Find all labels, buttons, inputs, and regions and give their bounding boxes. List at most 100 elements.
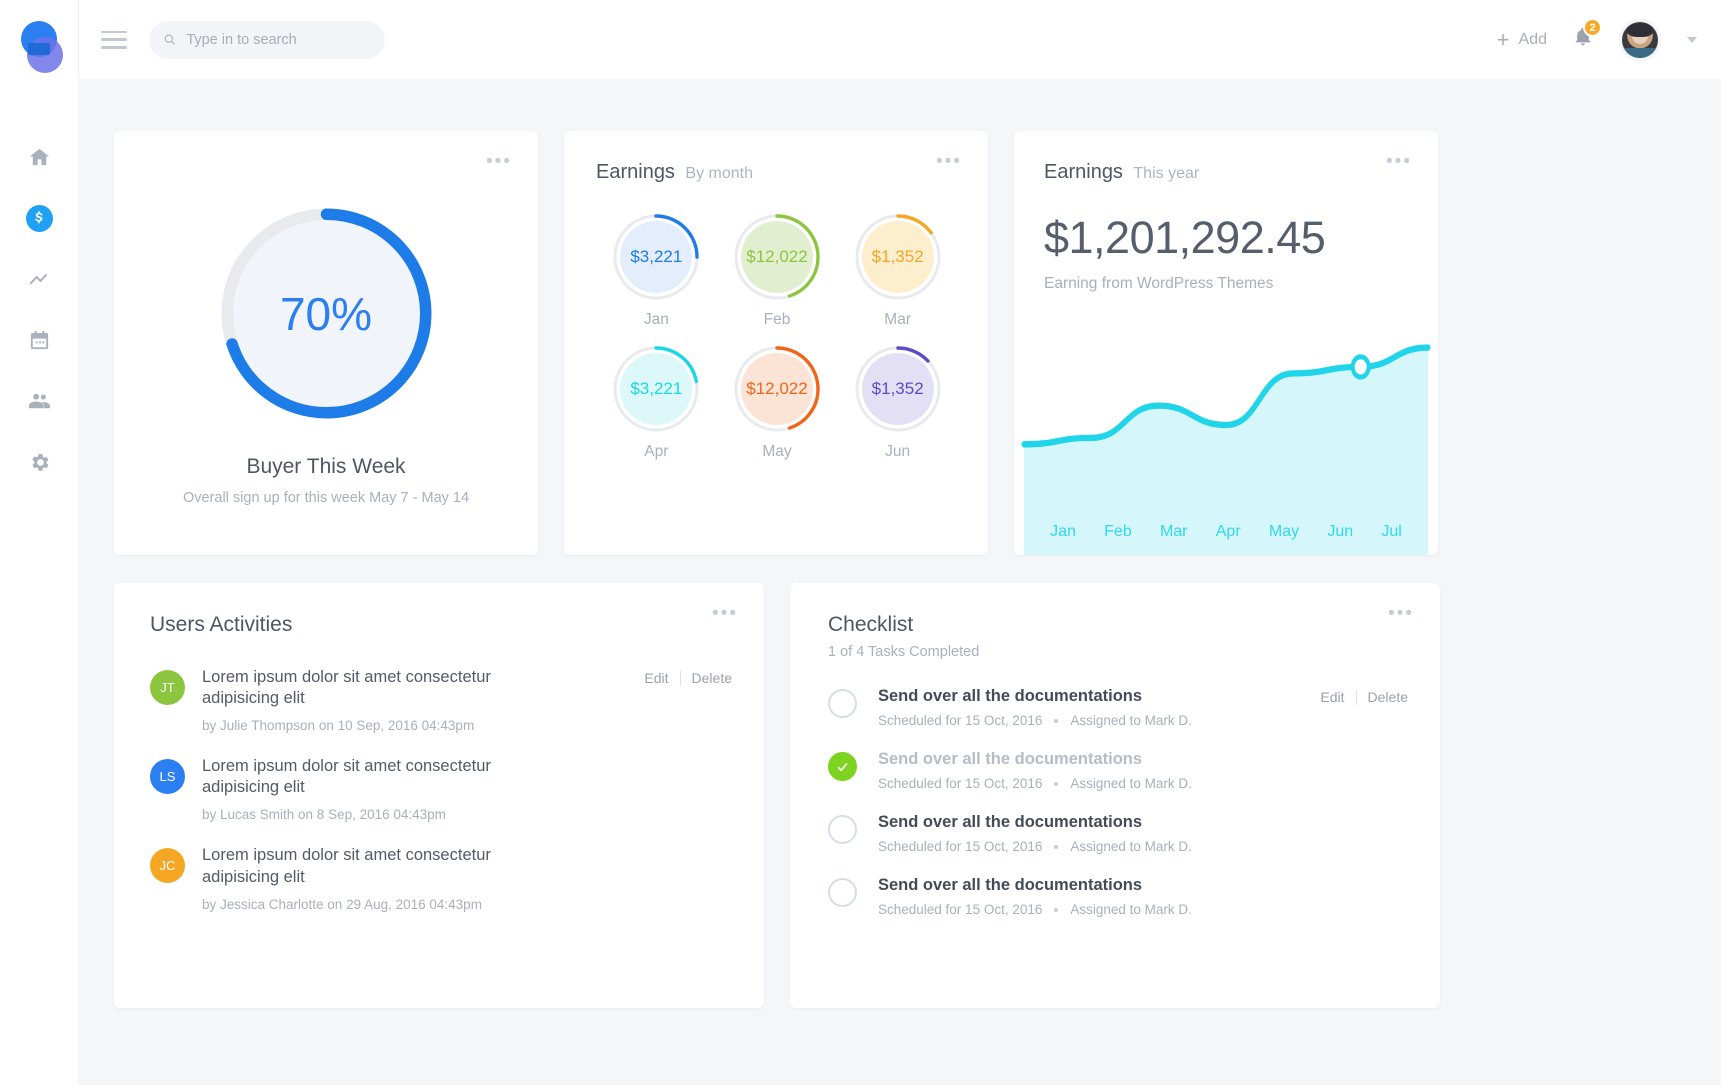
sidebar-item-earnings[interactable] bbox=[17, 196, 61, 240]
avatar[interactable] bbox=[1619, 18, 1661, 61]
earnings-year-amount: $1,201,292.45 bbox=[1044, 212, 1326, 263]
avatar: JT bbox=[150, 670, 185, 705]
x-axis-label: May bbox=[1268, 523, 1300, 540]
avatar: LS bbox=[150, 759, 185, 795]
task-meta: Scheduled for 15 Oct, 2016 Assigned to Ma… bbox=[878, 839, 1408, 854]
more-options-icon[interactable]: ••• bbox=[712, 603, 738, 624]
ring-chart: $3,221 bbox=[610, 343, 702, 435]
checkbox-unchecked[interactable] bbox=[828, 689, 857, 718]
more-options-icon[interactable]: ••• bbox=[1388, 603, 1414, 624]
month-value: $3,221 bbox=[630, 379, 683, 398]
more-options-icon[interactable]: ••• bbox=[1386, 151, 1412, 172]
topbar-actions: + Add 2 bbox=[1497, 18, 1697, 61]
month-ring-jun[interactable]: $1,352 Jun bbox=[852, 343, 944, 461]
task-title: Send over all the documentations bbox=[878, 876, 1143, 894]
edit-link[interactable]: Edit bbox=[644, 670, 669, 686]
sidebar-item-home[interactable] bbox=[17, 135, 61, 179]
checklist-body: Send over all the documentations Schedule… bbox=[878, 876, 1408, 917]
month-value: $1,352 bbox=[871, 247, 924, 266]
x-axis-label: Jun bbox=[1327, 523, 1354, 540]
checklist-title: Checklist bbox=[828, 613, 914, 636]
month-ring-mar[interactable]: $1,352 Mar bbox=[852, 211, 944, 329]
month-ring-feb[interactable]: $12,022 Feb bbox=[731, 211, 823, 329]
task-title: Send over all the documentations bbox=[878, 750, 1143, 768]
checklist-items: Send over all the documentations Schedule… bbox=[828, 687, 1408, 917]
activity-meta: by Jessica Charlotte on 29 Aug, 2016 04:… bbox=[202, 896, 482, 912]
add-button-label: Add bbox=[1518, 30, 1547, 48]
checklist-item: Send over all the documentations Schedule… bbox=[828, 813, 1408, 854]
search-box[interactable] bbox=[149, 20, 385, 59]
people-icon bbox=[28, 393, 50, 408]
checklist-body: Send over all the documentations Schedule… bbox=[878, 813, 1408, 854]
app-logo[interactable] bbox=[17, 21, 63, 73]
activity-body: Lorem ipsum dolor sit amet consectetur a… bbox=[202, 845, 732, 911]
ring-chart: $1,352 bbox=[852, 211, 944, 303]
earnings-year-subtitle: This year bbox=[1133, 165, 1200, 182]
checklist-item: Send over all the documentations Schedule… bbox=[828, 750, 1408, 791]
area-chart-x-axis: Jan Feb Mar Apr May Jun Jul bbox=[1014, 523, 1438, 541]
home-icon bbox=[29, 148, 49, 165]
x-axis-label: Apr bbox=[1215, 523, 1241, 540]
month-value: $3,221 bbox=[630, 247, 683, 266]
checklist-actions: Edit Delete bbox=[1320, 689, 1408, 705]
more-options-icon[interactable]: ••• bbox=[936, 151, 962, 172]
activity-body: Lorem ipsum dolor sit amet consectetur a… bbox=[202, 756, 732, 822]
checkbox-unchecked[interactable] bbox=[828, 815, 857, 844]
month-ring-apr[interactable]: $3,221 Apr bbox=[610, 343, 702, 461]
main-area: + Add 2 ••• bbox=[79, 0, 1721, 1085]
activity-item: JC Lorem ipsum dolor sit amet consectetur… bbox=[150, 845, 732, 912]
buyer-card-title: Buyer This Week bbox=[246, 455, 406, 478]
divider bbox=[1355, 689, 1357, 705]
separator-dot bbox=[1054, 907, 1059, 912]
task-assignee: Assigned to Mark D. bbox=[1070, 839, 1192, 854]
data-point-marker[interactable] bbox=[1350, 354, 1371, 380]
month-value: $12,022 bbox=[746, 247, 808, 266]
sidebar-item-settings[interactable] bbox=[17, 440, 61, 484]
activity-item: JT Lorem ipsum dolor sit amet consectetur… bbox=[150, 667, 732, 733]
task-assignee: Assigned to Mark D. bbox=[1070, 776, 1192, 791]
task-title: Send over all the documentations bbox=[878, 813, 1143, 831]
calendar-icon bbox=[30, 330, 48, 349]
chevron-down-icon[interactable] bbox=[1687, 36, 1697, 43]
sidebar-item-analytics[interactable] bbox=[17, 257, 61, 301]
task-meta: Scheduled for 15 Oct, 2016 Assigned to Ma… bbox=[878, 776, 1408, 791]
earnings-this-year-card: ••• Earnings This year $1,201,292.45 Ear… bbox=[1014, 131, 1438, 555]
activity-meta: by Lucas Smith on 8 Sep, 2016 04:43pm bbox=[202, 807, 446, 823]
notification-badge: 2 bbox=[1583, 18, 1602, 37]
dollar-icon bbox=[25, 204, 53, 232]
earnings-year-caption: Earning from WordPress Themes bbox=[1044, 275, 1274, 292]
month-label: May bbox=[762, 443, 792, 460]
task-assignee: Assigned to Mark D. bbox=[1070, 713, 1192, 728]
month-ring-jan[interactable]: $3,221 Jan bbox=[610, 211, 702, 329]
delete-link[interactable]: Delete bbox=[1367, 689, 1408, 705]
sidebar-item-users[interactable] bbox=[17, 379, 61, 423]
search-input[interactable] bbox=[186, 31, 371, 48]
buyer-card-subtitle: Overall sign up for this week May 7 - Ma… bbox=[182, 490, 470, 506]
topbar: + Add 2 bbox=[79, 0, 1721, 79]
month-value: $1,352 bbox=[871, 379, 924, 398]
month-ring-may[interactable]: $12,022 May bbox=[731, 343, 823, 461]
add-button[interactable]: + Add bbox=[1497, 28, 1547, 51]
sidebar-item-calendar[interactable] bbox=[17, 318, 61, 362]
edit-link[interactable]: Edit bbox=[1320, 689, 1345, 705]
delete-link[interactable]: Delete bbox=[691, 670, 732, 686]
activity-text: Lorem ipsum dolor sit amet consectetur a… bbox=[202, 757, 491, 797]
hamburger-icon[interactable] bbox=[101, 30, 127, 49]
checkbox-unchecked[interactable] bbox=[828, 878, 857, 907]
earnings-area-chart: Jan Feb Mar Apr May Jun Jul bbox=[1014, 303, 1438, 555]
checkbox-checked[interactable] bbox=[828, 752, 857, 781]
notifications-button[interactable]: 2 bbox=[1573, 18, 1602, 53]
activity-body: Lorem ipsum dolor sit amet consectetur a… bbox=[202, 667, 627, 733]
task-assignee: Assigned to Mark D. bbox=[1070, 902, 1192, 917]
earnings-by-month-card: ••• Earnings By month $3,221 Jan $12,022 Fe… bbox=[564, 131, 988, 555]
checklist-card: ••• Checklist 1 of 4 Tasks Completed Sen… bbox=[790, 583, 1440, 1008]
month-rings-grid: $3,221 Jan $12,022 Feb $1,352 Mar $3,221 Apr $12… bbox=[596, 211, 958, 461]
activity-meta: by Julie Thompson on 10 Sep, 2016 04:43p… bbox=[202, 718, 475, 734]
checklist-subtitle: 1 of 4 Tasks Completed bbox=[828, 644, 980, 660]
more-options-icon[interactable]: ••• bbox=[486, 151, 512, 172]
separator-dot bbox=[1054, 781, 1059, 786]
x-axis-label: Jan bbox=[1050, 523, 1076, 540]
ring-chart: $3,221 bbox=[610, 211, 702, 303]
task-schedule: Scheduled for 15 Oct, 2016 bbox=[878, 713, 1043, 728]
month-value: $12,022 bbox=[746, 379, 808, 398]
